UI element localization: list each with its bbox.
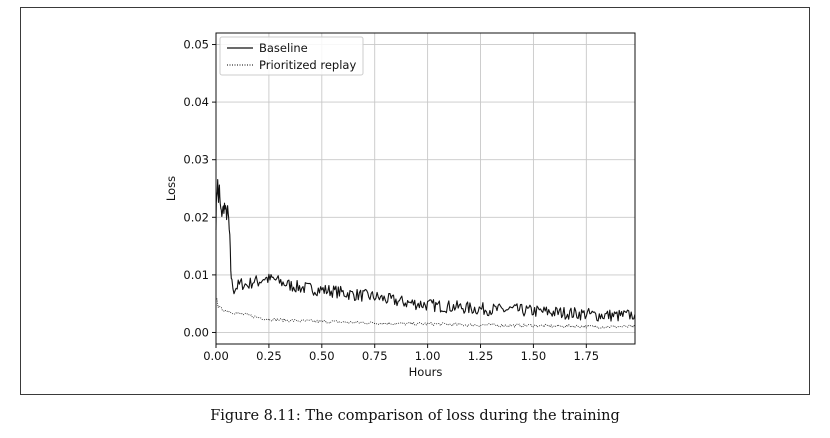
x-tick-label: 0.00 [203,349,229,363]
x-tick-label: 1.50 [521,349,547,363]
y-tick-label: 0.05 [183,38,209,52]
x-tick-label: 1.25 [468,349,494,363]
axis-ticks: 0.00 0.25 0.50 0.75 1.00 1.25 1.50 1.75 0.00 0.01… [183,38,599,363]
y-tick-label: 0.03 [183,153,209,167]
x-axis-label: Hours [409,365,443,379]
legend-label-baseline: Baseline [259,41,308,55]
series-line-prioritized-replay [215,297,636,329]
y-axis-label: Loss [164,176,178,201]
axes-frame [215,32,636,345]
x-tick-label: 0.50 [309,349,335,363]
series-line-baseline [215,179,636,322]
figure-caption: Figure 8.11: The comparison of loss duri… [210,408,620,424]
loss-chart: 0.00 0.25 0.50 0.75 1.00 1.25 1.50 1.75 0.00 0.01… [164,32,636,379]
y-tick-label: 0.02 [183,210,209,224]
legend-label-prioritized-replay: Prioritized replay [259,58,356,72]
x-tick-label: 0.25 [256,349,282,363]
x-tick-label: 0.75 [362,349,388,363]
series-lines [215,179,636,329]
legend-box [219,36,364,76]
y-tick-label: 0.04 [183,95,209,109]
grid-lines [215,33,635,344]
legend: Baseline Prioritized replay [219,36,364,76]
y-tick-label: 0.00 [183,325,209,339]
x-tick-label: 1.00 [415,349,441,363]
x-tick-label: 1.75 [574,349,600,363]
figure-frame [20,7,810,395]
y-tick-label: 0.01 [183,268,209,282]
